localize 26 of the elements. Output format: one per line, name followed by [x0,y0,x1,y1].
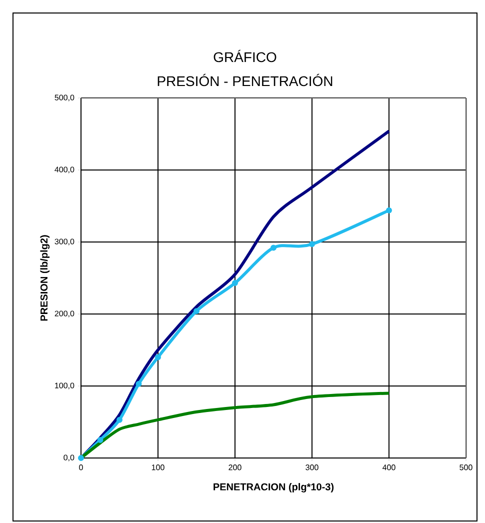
x-tick-label: 400 [382,464,396,470]
point [232,280,238,286]
point [308,241,315,248]
x-tick-label: 200 [228,464,242,470]
y-axis-title: PRESION (lb/plg2) [40,235,50,321]
x-tick-label: 100 [152,464,164,470]
y-tick-label: 300,0 [54,238,74,246]
y-tick-label: 400,0 [54,166,74,174]
point [97,436,104,443]
x-tick-label: 500 [460,464,472,470]
point [270,244,276,251]
y-tick-label: 500,0 [54,94,74,102]
point [154,354,161,360]
y-tick-label: 0,0 [64,454,74,462]
x-axis-title: PENETRACION (plg*10-3) [214,483,334,492]
point [386,207,392,214]
x-tick-label: 300 [306,464,318,470]
chart-title: GRÁFICO [214,50,276,62]
chart-subtitle: PRESIÓN - PENETRACIÓN [158,74,332,86]
y-tick-label: 100,0 [55,382,74,390]
x-tick-label: 0 [79,464,83,470]
point [193,308,200,314]
point [136,380,142,387]
point [78,454,84,461]
y-tick-label: 200,0 [54,310,74,318]
point [116,416,122,423]
